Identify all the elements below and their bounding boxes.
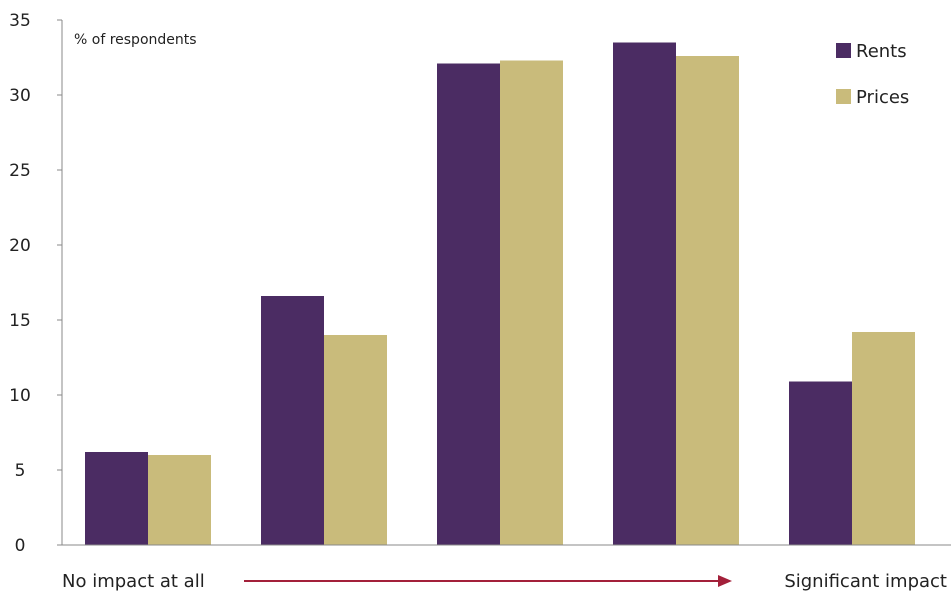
scale-start-label: No impact at all [62,571,205,592]
legend-swatch-prices [836,89,851,104]
y-axis: 0 5 10 15 20 25 30 35 [9,11,62,556]
bars [85,42,915,545]
y-tick-label: 15 [9,311,31,331]
bar-prices-4 [676,56,739,545]
y-tick-label: 25 [9,161,31,181]
bar-prices-2 [324,335,387,545]
bar-rents-5 [789,381,852,545]
scale-end-label: Significant impact [784,571,947,592]
y-tick-label: 30 [9,86,31,106]
bar-rents-2 [261,296,324,545]
bar-rents-3 [437,63,500,545]
y-tick-label: 35 [9,11,31,31]
y-tick-label: 0 [15,536,26,556]
legend: Rents Prices [836,41,909,108]
y-tick-label: 10 [9,386,31,406]
y-tick-label: 20 [9,236,31,256]
legend-label-prices: Prices [856,87,909,108]
y-unit-label: % of respondents [74,32,197,48]
bar-rents-1 [85,452,148,545]
bar-prices-1 [148,455,211,545]
scale-arrow-head [718,575,732,587]
legend-label-rents: Rents [856,41,907,62]
bar-prices-3 [500,60,563,545]
bar-prices-5 [852,332,915,545]
bar-rents-4 [613,42,676,545]
y-tick-label: 5 [15,461,26,481]
legend-swatch-rents [836,43,851,58]
